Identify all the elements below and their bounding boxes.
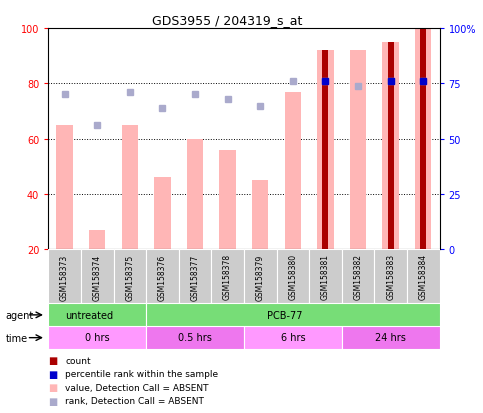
Text: GSM158382: GSM158382: [354, 254, 363, 300]
Bar: [323, 51, 328, 250]
Bar: [48, 304, 146, 326]
Text: GSM158373: GSM158373: [60, 254, 69, 300]
Text: time: time: [6, 333, 28, 343]
Text: GDS3955 / 204319_s_at: GDS3955 / 204319_s_at: [152, 14, 302, 27]
Bar: [179, 250, 212, 304]
Text: GSM158381: GSM158381: [321, 254, 330, 300]
Bar: [122, 126, 138, 250]
Bar: [212, 250, 244, 304]
Text: ■: ■: [48, 355, 57, 365]
Text: value, Detection Call = ABSENT: value, Detection Call = ABSENT: [65, 383, 209, 392]
Text: 6 hrs: 6 hrs: [281, 332, 305, 343]
Text: GSM158384: GSM158384: [419, 254, 428, 300]
Bar: [57, 126, 73, 250]
Text: GSM158374: GSM158374: [93, 254, 102, 300]
Text: ■: ■: [48, 382, 57, 392]
Bar: [219, 150, 236, 250]
Bar: [284, 93, 301, 250]
Bar: [350, 51, 366, 250]
Text: GSM158380: GSM158380: [288, 254, 298, 300]
Text: 0.5 hrs: 0.5 hrs: [178, 332, 212, 343]
Bar: [48, 250, 81, 304]
Text: GSM158376: GSM158376: [158, 254, 167, 300]
Text: 0 hrs: 0 hrs: [85, 332, 110, 343]
Bar: [81, 250, 114, 304]
Bar: [48, 326, 146, 349]
Bar: [309, 250, 342, 304]
Text: GSM158383: GSM158383: [386, 254, 395, 300]
Bar: [146, 304, 440, 326]
Bar: [342, 250, 374, 304]
Text: count: count: [65, 356, 91, 365]
Bar: [388, 43, 394, 250]
Text: PCB-77: PCB-77: [267, 310, 302, 320]
Bar: [420, 29, 426, 250]
Bar: [244, 250, 277, 304]
Bar: [146, 326, 244, 349]
Bar: [342, 326, 440, 349]
Bar: [317, 51, 334, 250]
Text: GSM158377: GSM158377: [190, 254, 199, 300]
Bar: [114, 250, 146, 304]
Text: GSM158378: GSM158378: [223, 254, 232, 300]
Bar: [252, 181, 269, 250]
Bar: [276, 250, 309, 304]
Bar: [407, 250, 440, 304]
Text: GSM158379: GSM158379: [256, 254, 265, 300]
Bar: [383, 43, 399, 250]
Bar: [415, 29, 431, 250]
Text: agent: agent: [6, 310, 34, 320]
Text: rank, Detection Call = ABSENT: rank, Detection Call = ABSENT: [65, 396, 204, 406]
Bar: [154, 178, 170, 250]
Bar: [187, 140, 203, 250]
Text: untreated: untreated: [65, 310, 113, 320]
Bar: [374, 250, 407, 304]
Bar: [244, 326, 342, 349]
Text: percentile rank within the sample: percentile rank within the sample: [65, 369, 218, 378]
Text: 24 hrs: 24 hrs: [375, 332, 406, 343]
Text: GSM158375: GSM158375: [125, 254, 134, 300]
Bar: [89, 230, 105, 250]
Text: ■: ■: [48, 396, 57, 406]
Bar: [146, 250, 179, 304]
Text: ■: ■: [48, 369, 57, 379]
